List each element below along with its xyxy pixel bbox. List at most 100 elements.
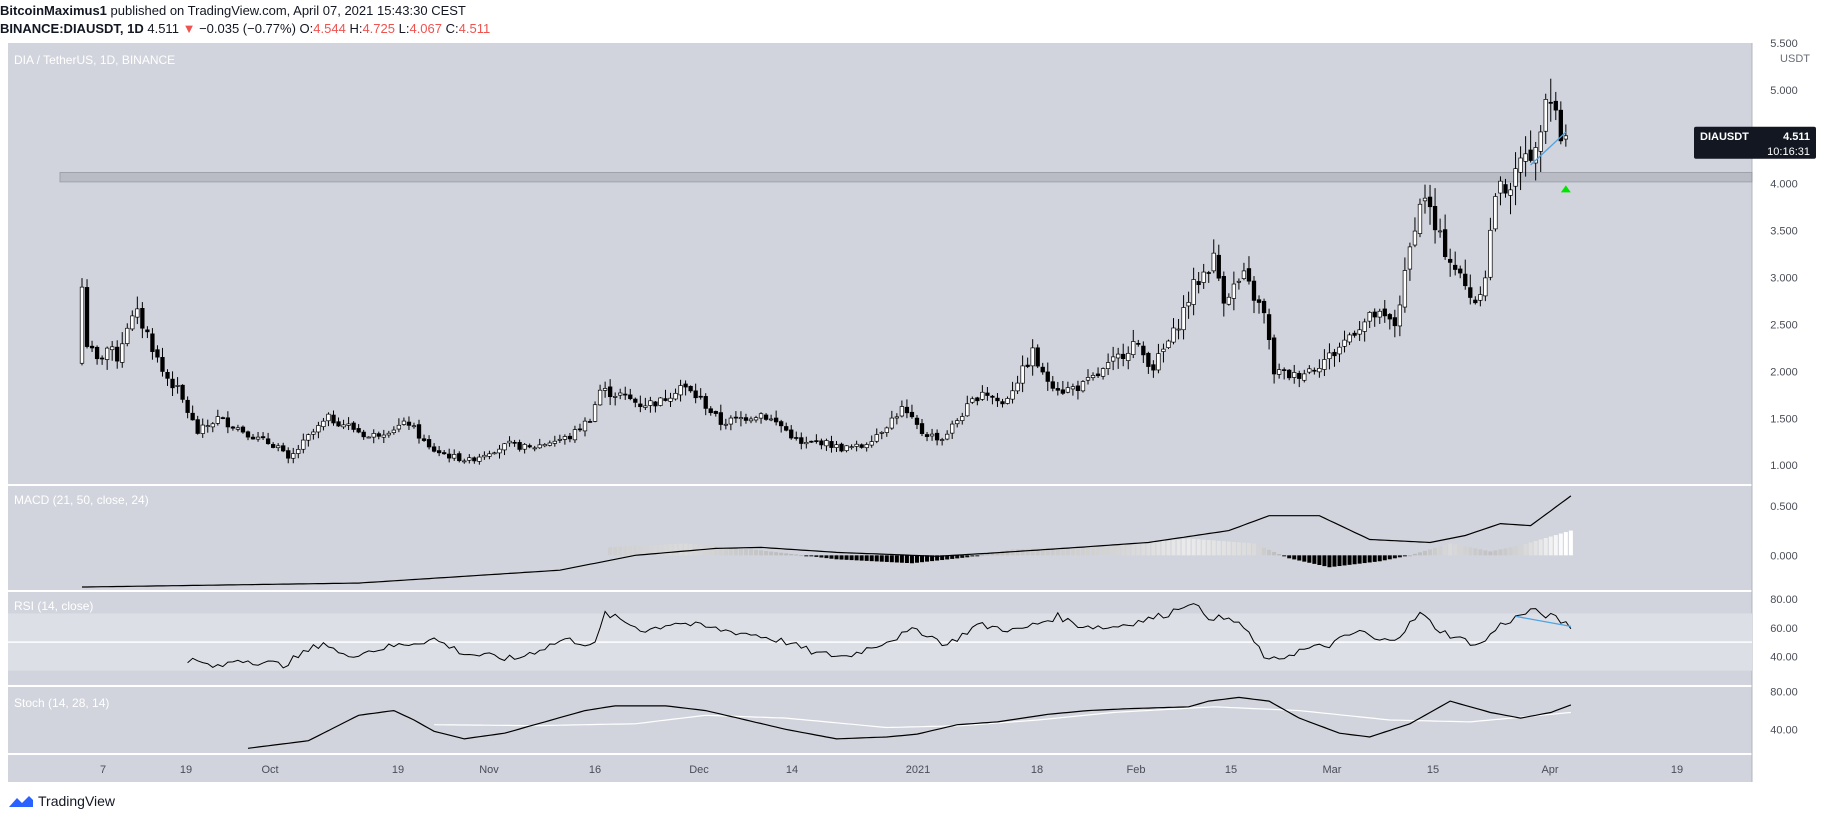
candle (1483, 277, 1488, 297)
candle (1478, 294, 1483, 301)
candle (502, 443, 507, 451)
candle (819, 440, 824, 446)
candle (431, 446, 437, 452)
candles-group (79, 78, 1569, 465)
macd-bar (1241, 542, 1246, 556)
candle (331, 414, 336, 424)
candle (1437, 230, 1443, 233)
candle (844, 445, 849, 452)
candle (411, 425, 417, 428)
macd-bar (1357, 555, 1362, 564)
time-axis-tick: Nov (479, 764, 499, 776)
rsi-price-axis-bg (1752, 592, 1828, 685)
macd-bar (1392, 555, 1397, 559)
macd-bar (809, 555, 814, 557)
candle (1342, 339, 1347, 347)
candle (542, 444, 547, 447)
candle (120, 343, 125, 363)
candle (698, 395, 703, 398)
macd-bar (608, 547, 613, 556)
candle (960, 416, 965, 421)
candle (668, 397, 673, 402)
price-axis-tick: 2.500 (1770, 319, 1798, 331)
candle (170, 378, 175, 389)
macd-bar (914, 555, 919, 563)
price-change: −0.035 (−0.77%) (199, 21, 296, 36)
candle (602, 388, 608, 391)
candle (376, 433, 381, 437)
macd-bar (1151, 541, 1156, 556)
macd-bar (1292, 555, 1297, 560)
candle (301, 439, 306, 450)
rsi-axis-tick: 60.00 (1770, 623, 1798, 635)
candle (1171, 327, 1176, 343)
last-price-symbol: DIAUSDT (1700, 131, 1749, 143)
time-axis-tick: Oct (261, 764, 278, 776)
candle (150, 333, 155, 352)
macd-bar (1221, 541, 1226, 556)
candle (94, 346, 100, 360)
candle (613, 396, 618, 398)
candle (1337, 346, 1342, 355)
price-axis-tick: 5.000 (1770, 85, 1798, 97)
close-value: 4.511 (458, 21, 491, 36)
macd-bar (673, 543, 678, 556)
candle (1347, 334, 1352, 343)
candle (753, 417, 759, 421)
candle (1498, 180, 1503, 194)
candle (1146, 352, 1151, 367)
macd-bar (633, 545, 638, 556)
last-price-value: 4.511 (1783, 131, 1810, 143)
macd-bar (1166, 540, 1171, 556)
macd-bar (1528, 542, 1533, 556)
tradingview-footer[interactable]: TradingView (8, 793, 115, 809)
macd-bar (769, 551, 774, 556)
candle (1261, 300, 1267, 314)
author-name[interactable]: BitcoinMaximus1 (0, 3, 107, 18)
macd-bar (1086, 546, 1090, 556)
macd-bar (623, 546, 628, 556)
candle (1463, 273, 1468, 287)
macd-bar (940, 555, 945, 561)
candle (683, 383, 688, 388)
macd-bar (1040, 548, 1045, 556)
candle (286, 450, 291, 459)
macd-bar (1267, 549, 1272, 556)
candle (235, 427, 241, 430)
macd-bar (1377, 555, 1382, 562)
macd-bar (1060, 547, 1065, 556)
candle (381, 434, 386, 438)
macd-bar (844, 555, 849, 560)
time-axis-tick: 15 (1225, 764, 1237, 776)
candle (708, 408, 713, 414)
candle (472, 457, 477, 462)
candle (245, 431, 251, 438)
macd-bar (1211, 540, 1216, 556)
macd-bar (879, 555, 884, 562)
candle (864, 444, 869, 449)
macd-bar (985, 553, 990, 556)
macd-bar (1428, 549, 1433, 556)
candle (1458, 268, 1463, 274)
macd-bar (894, 555, 899, 563)
candle (1528, 149, 1533, 161)
macd-bar (789, 553, 794, 556)
macd-bar (1236, 542, 1241, 556)
macd-bar (874, 555, 879, 562)
macd-bar (839, 555, 844, 560)
macd-bar (648, 545, 653, 556)
macd-bar (965, 555, 970, 558)
candle (391, 429, 397, 434)
price-axis-tick: 1.000 (1770, 460, 1798, 472)
candle (1442, 229, 1448, 258)
candle (145, 329, 150, 333)
candle (371, 433, 376, 438)
candle (507, 440, 512, 444)
macd-bar (1231, 541, 1236, 556)
candle (1095, 373, 1101, 377)
candle (250, 436, 256, 440)
candle (1251, 280, 1257, 301)
candle (1176, 328, 1181, 331)
macd-bar (1106, 545, 1111, 556)
